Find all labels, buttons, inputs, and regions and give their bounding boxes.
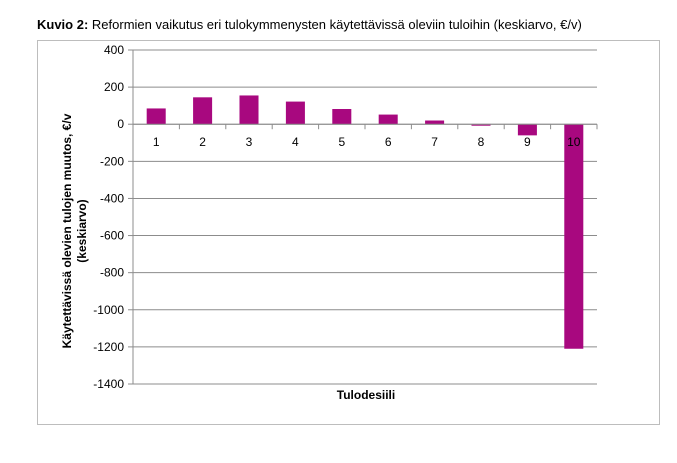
x-tick-label-5: 5 [338,135,345,149]
bar-9 [517,124,537,136]
x-tick-label-9: 9 [524,135,531,149]
y-tick-label-1: 200 [104,80,124,94]
y-tick-label-0: 400 [104,43,124,57]
bar-5 [332,109,352,125]
chart-title: Kuvio 2: Reformien vaikutus eri tulokymm… [37,17,582,32]
x-tick-label-2: 2 [199,135,206,149]
bar-7 [425,120,445,125]
bar-8 [471,124,491,126]
x-tick-label-1: 1 [153,135,160,149]
bar-2 [193,97,213,125]
x-tick-label-7: 7 [431,135,438,149]
y-tick-label-6: -800 [100,266,124,280]
x-tick-label-3: 3 [246,135,253,149]
bar-4 [285,101,305,125]
y-tick-label-9: -1400 [93,377,124,391]
x-tick-label-4: 4 [292,135,299,149]
bar-10 [564,124,584,349]
y-tick-label-5: -600 [100,229,124,243]
chart-frame [37,40,660,425]
y-tick-label-2: 0 [117,117,124,131]
bar-1 [146,108,166,125]
x-tick-label-6: 6 [385,135,392,149]
chart-title-prefix: Kuvio 2: [37,17,89,32]
y-tick-label-7: -1000 [93,303,124,317]
y-tick-label-4: -400 [100,191,124,205]
x-tick-label-8: 8 [478,135,485,149]
bar-3 [239,95,259,125]
y-tick-label-3: -200 [100,154,124,168]
x-tick-label-10: 10 [567,135,581,149]
chart-title-text: Reformien vaikutus eri tulokymmenysten k… [91,17,582,32]
bar-6 [378,114,398,125]
y-tick-label-8: -1200 [93,340,124,354]
x-axis-label: Tulodesiili [336,388,396,402]
